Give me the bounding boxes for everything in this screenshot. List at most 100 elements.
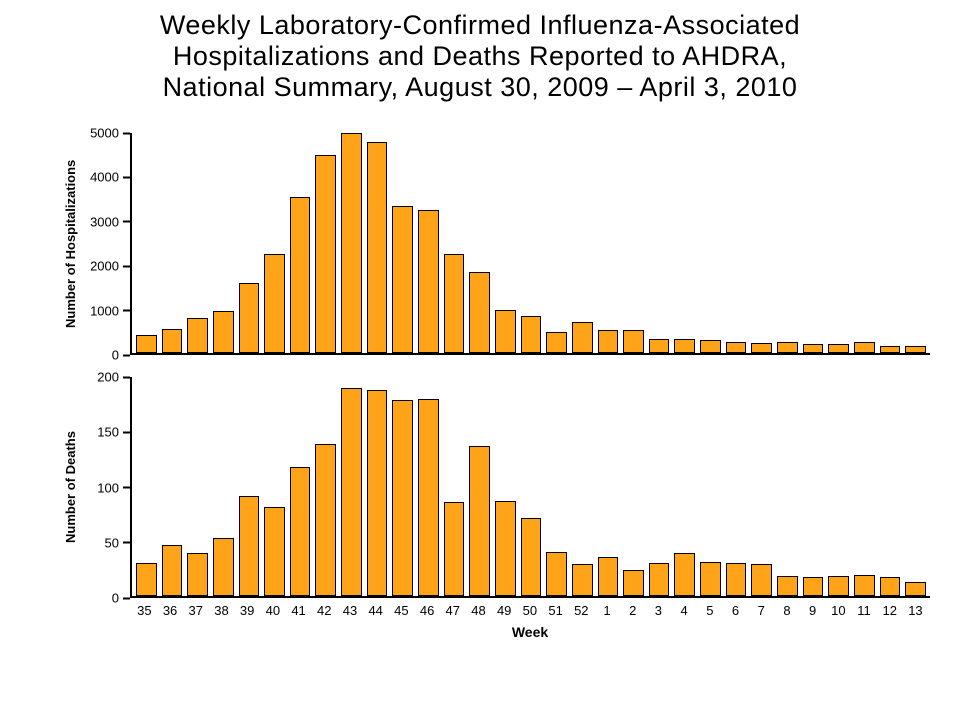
bar-week-48 — [469, 446, 490, 596]
bar-slot — [443, 377, 465, 596]
y-tick: 1000 — [90, 303, 130, 318]
y-tick-label: 0 — [111, 590, 119, 606]
bar-slot — [623, 133, 644, 353]
x-tick-label: 13 — [908, 603, 923, 618]
y-tick-mark — [123, 597, 130, 599]
y-tick: 0 — [112, 591, 130, 606]
bar-week-42 — [315, 155, 337, 353]
plot-area — [130, 377, 930, 598]
x-tick-label: 51 — [548, 603, 563, 618]
bar-slot — [187, 133, 208, 353]
bar-slot — [264, 133, 285, 353]
chart-title-line-3: National Summary, August 30, 2009 – Apri… — [162, 72, 798, 102]
y-axis-title-deaths: Number of Deaths — [63, 431, 78, 544]
bar-week-50 — [520, 518, 542, 596]
bar-week-49 — [494, 500, 516, 596]
bar-week-40 — [264, 507, 285, 596]
bar-slot — [136, 377, 157, 596]
bar-slot — [648, 377, 670, 596]
y-tick: 0 — [112, 348, 130, 363]
chart-title-line-1: Weekly Laboratory-Confirmed Influenza-As… — [159, 10, 801, 40]
bar-slot — [905, 133, 926, 353]
y-tick-mark — [123, 354, 130, 356]
bar-week-47 — [443, 501, 465, 596]
y-tick-mark — [123, 176, 130, 179]
bar-slot — [520, 377, 542, 596]
bar-slot — [418, 377, 439, 596]
x-tick-label: 3 — [654, 603, 663, 618]
bar-slot — [161, 133, 183, 353]
y-tick: 3000 — [90, 214, 130, 229]
y-tick: 2000 — [90, 259, 130, 274]
bar-slot — [315, 377, 337, 596]
bar-week-45 — [392, 205, 414, 353]
bar-slot — [366, 377, 388, 596]
bar-slot — [341, 377, 362, 596]
bar-slot — [828, 133, 849, 353]
bar-slot — [648, 133, 670, 353]
bar-slot — [571, 133, 593, 353]
bar-week-50 — [520, 315, 542, 353]
y-tick: 100 — [97, 480, 130, 495]
y-tick-label: 50 — [104, 535, 119, 551]
y-tick-mark — [123, 486, 130, 489]
bar-slot — [623, 377, 644, 596]
bar-slot — [853, 377, 875, 596]
x-tick-label: 52 — [574, 603, 589, 618]
bar-week-6 — [725, 342, 747, 353]
bar-week-52 — [571, 564, 593, 596]
y-tick-label: 5000 — [90, 125, 119, 141]
y-axis-title-hospitalizations: Number of Hospitalizations — [63, 159, 78, 329]
bar-slot — [905, 377, 926, 596]
bar-slot — [546, 133, 567, 353]
bar-slot — [161, 377, 183, 596]
bar-slot — [828, 377, 849, 596]
y-tick-mark — [123, 431, 130, 434]
bar-slot — [674, 377, 696, 596]
bar-week-4 — [674, 338, 696, 353]
bar-slot — [725, 133, 747, 353]
bar-week-9 — [802, 344, 824, 353]
bar-slot — [751, 377, 773, 596]
bar-slot — [571, 377, 593, 596]
y-tick-label: 0 — [111, 347, 119, 363]
bar-week-2 — [623, 329, 644, 353]
x-tick-label: 6 — [731, 603, 740, 618]
bar-week-13 — [905, 581, 926, 596]
x-tick-label: 5 — [706, 603, 714, 618]
bar-week-2 — [623, 569, 644, 596]
bar-week-37 — [187, 553, 208, 596]
y-tick-label: 2000 — [90, 258, 119, 274]
x-tick-label: 35 — [137, 603, 152, 618]
bar-slot — [418, 133, 439, 353]
y-tick-label: 100 — [97, 480, 119, 495]
x-tick-label: 44 — [368, 603, 383, 618]
y-tick-mark — [123, 376, 130, 378]
x-tick-label: 43 — [342, 603, 358, 618]
bar-slot — [341, 133, 362, 353]
y-tick-label: 1000 — [90, 303, 119, 319]
bar-slot — [700, 377, 721, 596]
bar-week-9 — [802, 577, 824, 596]
bar-week-5 — [700, 339, 721, 353]
x-axis-labels: 35 36 37 38 39 40 41 42 43 44 45 46 47 48 49 50 51 52 1 2 3 4… — [130, 603, 930, 619]
chart-title-line-2: Hospitalizations and Deaths Reported to … — [172, 41, 788, 71]
y-tick-mark — [123, 541, 130, 544]
bar-slot — [212, 377, 234, 596]
bar-week-5 — [700, 562, 721, 596]
x-tick-label: 37 — [188, 603, 203, 618]
y-tick-label: 4000 — [90, 169, 119, 185]
bar-slot — [469, 377, 490, 596]
bar-week-38 — [212, 537, 234, 596]
y-tick-label: 3000 — [90, 214, 119, 230]
deaths-chart: Number of Deaths 0 50 100 150 200 — [63, 370, 930, 606]
bar-slot — [392, 133, 414, 353]
bar-slot — [469, 133, 490, 353]
bar-week-51 — [546, 552, 567, 596]
x-tick-label: 48 — [471, 603, 486, 618]
bar-slot — [725, 377, 747, 596]
bar-slot — [597, 377, 619, 596]
bar-slot — [802, 133, 824, 353]
bar-week-47 — [443, 254, 465, 353]
